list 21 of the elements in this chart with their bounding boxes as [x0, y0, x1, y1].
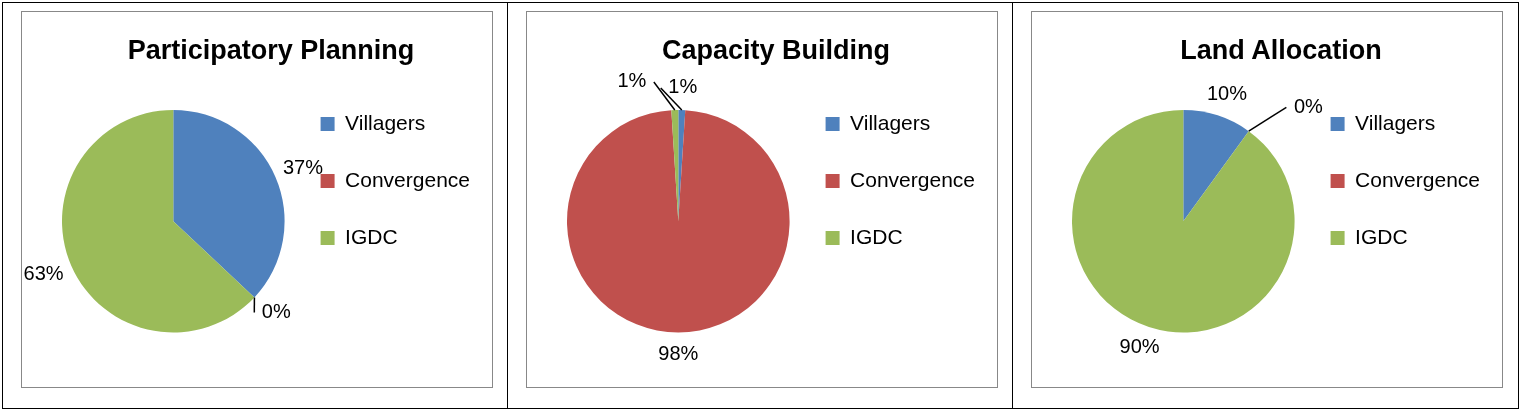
- chart-title: Land Allocation: [1180, 34, 1382, 65]
- legend-label: Villagers: [345, 110, 426, 134]
- legend-label: Convergence: [850, 167, 976, 191]
- chart-title: Participatory Planning: [127, 34, 415, 65]
- legend-label: Villagers: [1355, 110, 1436, 134]
- legend-label: Villagers: [850, 110, 931, 134]
- data-label: 10%: [1206, 81, 1248, 104]
- data-label: 37%: [282, 155, 324, 178]
- data-label: 1%: [668, 75, 698, 98]
- data-label: 98%: [658, 342, 699, 365]
- legend-label: IGDC: [850, 224, 903, 248]
- chart-title: Capacity Building: [661, 34, 891, 65]
- text: 0%: [1293, 94, 1323, 117]
- legend-label: Convergence: [345, 167, 471, 191]
- legend-label: IGDC: [345, 224, 398, 248]
- data-label: 63%: [23, 261, 64, 284]
- legend-label: Convergence: [1355, 167, 1481, 191]
- text: 0%: [261, 299, 291, 322]
- data-label: 90%: [1119, 335, 1160, 358]
- data-label: 1%: [617, 69, 647, 92]
- legend-label: IGDC: [1355, 224, 1408, 248]
